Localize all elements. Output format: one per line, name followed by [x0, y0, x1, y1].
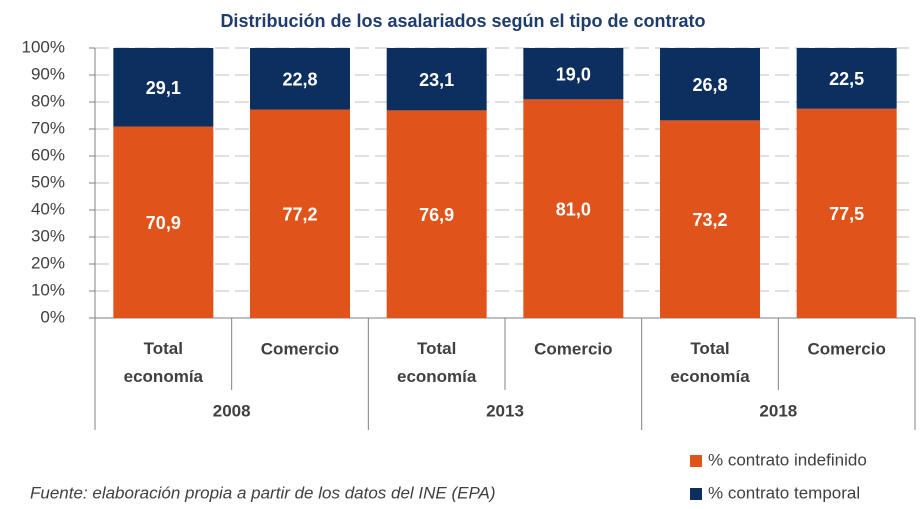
- value-label: 26,8: [692, 75, 727, 95]
- value-label: 19,0: [556, 64, 591, 84]
- value-label: 76,9: [419, 205, 454, 225]
- bar-segment: [386, 110, 487, 319]
- y-tick-label: 40%: [31, 199, 65, 218]
- y-tick-label: 0%: [40, 307, 65, 326]
- legend-label: % contrato indefinido: [708, 450, 867, 469]
- source-note: Fuente: elaboración propia a partir de l…: [30, 483, 496, 502]
- bar-segment: [250, 48, 350, 110]
- bar-segment: [796, 48, 897, 109]
- x-tick-label: Comercio: [261, 339, 339, 358]
- x-tick-label: Comercio: [534, 339, 612, 358]
- y-tick-label: 50%: [31, 172, 65, 191]
- x-tick-label: Comercio: [807, 339, 885, 358]
- value-label: 70,9: [146, 213, 181, 233]
- bar-segment: [250, 109, 350, 318]
- bar-segment: [386, 48, 487, 111]
- chart-title: Distribución de los asalariados según el…: [220, 11, 705, 31]
- bar-segment: [660, 120, 760, 318]
- value-label: 22,5: [829, 69, 864, 89]
- legend-swatch: [690, 455, 702, 467]
- y-tick-label: 60%: [31, 145, 65, 164]
- y-tick-label: 20%: [31, 253, 65, 272]
- bar-segment: [523, 48, 624, 100]
- group-label: 2013: [486, 401, 524, 420]
- x-tick-label: Total economía: [124, 339, 204, 386]
- value-label: 73,2: [692, 210, 727, 230]
- group-label: 2008: [213, 401, 251, 420]
- value-label: 77,2: [282, 205, 317, 225]
- legend-swatch: [690, 488, 702, 500]
- x-tick-label: Total economía: [670, 339, 750, 386]
- y-tick-label: 90%: [31, 64, 65, 83]
- group-label: 2018: [759, 401, 797, 420]
- bar-segment: [523, 99, 624, 318]
- value-label: 81,0: [556, 199, 591, 219]
- value-label: 23,1: [419, 70, 454, 90]
- x-tick-label: Total economía: [397, 339, 477, 386]
- legend-label: % contrato temporal: [708, 483, 860, 502]
- value-label: 29,1: [146, 78, 181, 98]
- bar-segment: [113, 126, 214, 318]
- value-label: 77,5: [829, 204, 864, 224]
- y-tick-label: 80%: [31, 91, 65, 110]
- y-tick-label: 70%: [31, 118, 65, 137]
- y-tick-label: 10%: [31, 280, 65, 299]
- bar-segment: [796, 108, 897, 318]
- bar-segment: [113, 48, 214, 127]
- value-label: 22,8: [282, 70, 317, 90]
- y-tick-label: 30%: [31, 226, 65, 245]
- bar-segment: [660, 48, 760, 121]
- y-tick-label: 100%: [22, 37, 65, 56]
